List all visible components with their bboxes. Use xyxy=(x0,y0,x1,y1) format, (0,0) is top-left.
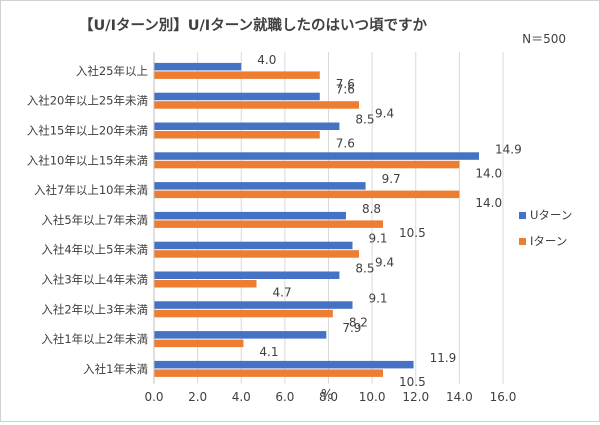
u-turn-value-label: 9.7 xyxy=(382,172,401,186)
chart-title: 【U/Iターン別】U/Iターン就職したのはいつ頃ですか xyxy=(79,16,427,34)
category-label: 入社20年以上25年未満 xyxy=(27,94,148,108)
i-turn-bar xyxy=(154,160,460,169)
category-label: 入社10年以上15年未満 xyxy=(27,153,148,167)
u-turn-bar xyxy=(154,152,480,160)
u-turn-value-label: 8.5 xyxy=(355,262,374,276)
x-tick-label: 0.0 xyxy=(144,390,163,404)
i-turn-bar xyxy=(154,250,360,258)
u-turn-value-label: 4.0 xyxy=(257,53,276,67)
i-turn-value-label: 8.2 xyxy=(349,315,368,329)
x-tick-label: 16.0 xyxy=(490,390,517,404)
u-turn-value-label: 8.5 xyxy=(355,113,374,127)
x-tick-label: 10.0 xyxy=(359,390,386,404)
i-turn-bar xyxy=(154,131,320,139)
i-turn-value-label: 7.6 xyxy=(336,137,355,151)
i-turn-bar xyxy=(154,71,320,79)
u-turn-bar xyxy=(154,62,242,71)
i-turn-value-label: 4.1 xyxy=(259,345,278,359)
i-turn-value-label: 10.5 xyxy=(399,226,426,240)
legend: Uターン Iターン xyxy=(519,208,572,248)
category-label: 入社3年以上4年未満 xyxy=(41,273,148,287)
u-turn-value-label: 11.9 xyxy=(430,351,457,365)
i-turn-value-label: 9.4 xyxy=(375,107,394,121)
u-turn-value-label: 8.8 xyxy=(362,202,381,216)
sample-size-note: N＝500 xyxy=(522,32,566,46)
x-axis-title: % xyxy=(321,388,333,403)
i-turn-bar xyxy=(154,190,460,199)
x-tick-label: 4.0 xyxy=(232,390,251,404)
i-turn-bar xyxy=(154,280,257,288)
i-turn-bar xyxy=(154,339,244,348)
u-turn-bar xyxy=(154,271,340,279)
x-tick-label: 8.0 xyxy=(319,390,338,404)
i-turn-bar xyxy=(154,101,360,109)
category-label: 入社25年以上 xyxy=(76,64,148,78)
i-turn-value-label: 7.6 xyxy=(336,77,355,91)
legend-swatch-i-turn xyxy=(519,238,526,245)
legend-label-i-turn: Iターン xyxy=(530,234,567,248)
u-turn-bar xyxy=(154,122,340,130)
bar-layer xyxy=(154,62,480,377)
x-tick-label: 12.0 xyxy=(402,390,429,404)
x-tick-label: 6.0 xyxy=(275,390,294,404)
u-turn-bar xyxy=(154,360,414,369)
axis-layer: 0.0 2.0 4.0 6.0 8.0 10.0 12.0 14.0 16.0 入社25年以上入社… xyxy=(27,52,517,404)
x-tick-label: 14.0 xyxy=(446,390,473,404)
u-turn-bar xyxy=(154,301,353,309)
i-turn-value-label: 4.7 xyxy=(273,286,292,300)
legend-label-u-turn: Uターン xyxy=(530,208,572,222)
u-turn-value-label: 7.6 xyxy=(336,83,355,97)
category-label: 入社1年以上2年未満 xyxy=(41,332,148,346)
u-turn-bar xyxy=(154,241,353,250)
i-turn-bar xyxy=(154,309,333,318)
u-turn-value-label: 14.9 xyxy=(495,142,522,156)
u-turn-value-label: 9.1 xyxy=(368,232,387,246)
label-layer: 4.07.67.69.48.57.6 14.914.09.714.08.810.5… xyxy=(257,53,521,389)
u-turn-bar xyxy=(154,182,366,190)
i-turn-bar xyxy=(154,220,384,228)
category-label: 入社7年以上10年未満 xyxy=(34,183,148,197)
i-turn-bar xyxy=(154,369,384,377)
i-turn-value-label: 9.4 xyxy=(375,256,394,270)
category-label: 入社2年以上3年未満 xyxy=(41,302,148,316)
category-label: 入社1年未満 xyxy=(83,362,148,376)
u-turn-bar xyxy=(154,211,346,220)
u-turn-value-label: 7.9 xyxy=(342,321,361,335)
legend-swatch-u-turn xyxy=(519,212,526,219)
category-label: 入社5年以上7年未満 xyxy=(41,213,148,227)
x-tick-label: 2.0 xyxy=(188,390,207,404)
i-turn-value-label: 14.0 xyxy=(475,166,502,180)
category-label: 入社4年以上5年未満 xyxy=(41,243,148,257)
i-turn-value-label: 14.0 xyxy=(475,196,502,210)
u-turn-value-label: 9.1 xyxy=(368,291,387,305)
u-turn-bar xyxy=(154,92,320,101)
i-turn-value-label: 10.5 xyxy=(399,375,426,389)
u-turn-bar xyxy=(154,331,327,339)
category-label: 入社15年以上20年未満 xyxy=(27,124,148,138)
